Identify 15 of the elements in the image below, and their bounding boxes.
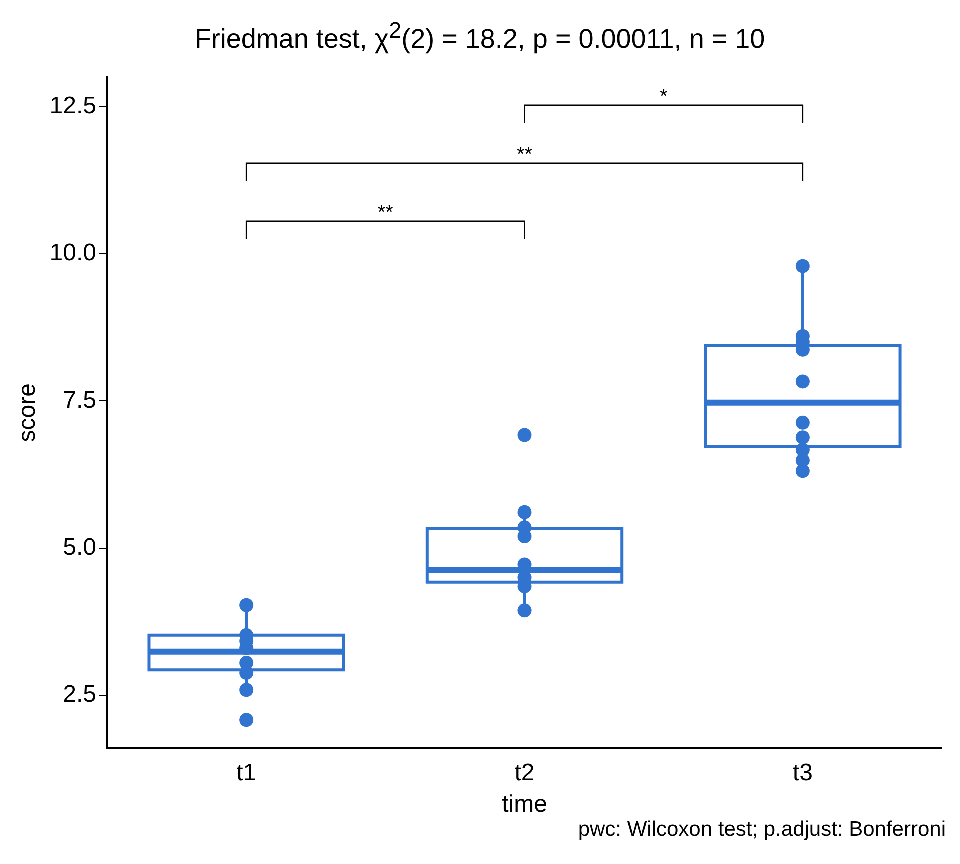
x-axis-title: time [502,791,548,818]
annotation: ** [378,202,394,224]
y-tick-label: 5.0 [63,534,97,561]
x-tick-label: t3 [792,759,813,786]
chart-title: Friedman test, χ$^{2}$(2) = 18.2, p = 0.00011, n = 10 [194,18,766,55]
annotation: * [660,86,668,108]
y-tick-label: 2.5 [63,681,97,708]
x-tick-label: t2 [514,759,535,786]
y-tick-label: 10.0 [50,240,97,267]
y-tick-label: 7.5 [63,386,97,414]
x-tick-label: t1 [236,759,257,786]
annotation: ** [516,144,533,166]
y-axis-title: score [14,384,42,442]
text: pwc: Wilcoxon test; p.adjust: Bonferroni [578,818,946,842]
y-tick-label: 12.5 [50,92,97,120]
